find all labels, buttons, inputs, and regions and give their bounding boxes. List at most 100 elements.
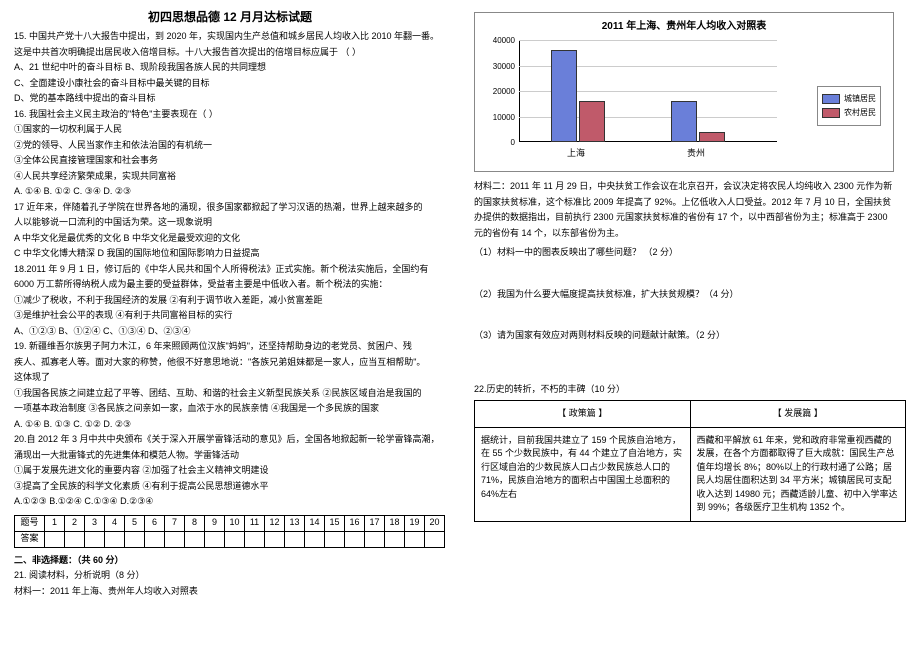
q17-cd: C 中华文化博大精深 D 我国的国际地位和国际影响力日益提高: [14, 247, 446, 261]
answer-cell: [125, 531, 145, 547]
answer-col-head: 1: [45, 515, 65, 531]
m2-line1: 材料二：2011 年 11 月 29 日，中央扶贫工作会议在北京召开，会议决定将…: [474, 180, 906, 194]
q18-12: ①减少了税收，不利于我国经济的发展 ②有利于调节收入差距，减小贫富差距: [14, 294, 446, 308]
answer-col-head: 12: [265, 515, 285, 531]
sub-q3: （3）请为国家有效应对两则材料反映的问题献计献策。（2 分）: [474, 329, 906, 343]
answer-cell: [285, 531, 305, 547]
policy-dev-table: 【 政策篇 】 【 发展篇 】 据统计，目前我国共建立了 159 个民族自治地方…: [474, 400, 906, 522]
answer-col-head: 18: [385, 515, 405, 531]
q19-34: 一项基本政治制度 ③各民族之间亲如一家，血浓于水的民族亲情 ④我国是一个多民族的…: [14, 402, 446, 416]
gridline: [519, 40, 777, 41]
legend-label-urban: 城镇居民: [844, 93, 876, 105]
q19c: 这体现了: [14, 371, 446, 385]
legend-row-urban: 城镇居民: [822, 93, 876, 105]
answer-cell: [385, 531, 405, 547]
q19-opt: A. ①④ B. ①③ C. ①② D. ②③: [14, 418, 446, 432]
q21-m1: 材料一：2011 年上海、贵州年人均收入对照表: [14, 585, 446, 599]
answer-cell: [65, 531, 85, 547]
m2-line4: 元的省份有 14 个，以东部省份为主。: [474, 227, 906, 241]
q20-12: ①属于发展先进文化的重要内容 ②加强了社会主义精神文明建设: [14, 464, 446, 478]
answer-col-head: 17: [365, 515, 385, 531]
q20-opt: A.①②③ B.①②④ C.①③④ D.②③④: [14, 495, 446, 509]
section2-head: 二、非选择题：（共 60 分）: [14, 554, 446, 568]
answer-cell: [305, 531, 325, 547]
answer-col-head: 10: [225, 515, 245, 531]
answer-col-head: 14: [305, 515, 325, 531]
answer-cell: [345, 531, 365, 547]
q18a: 18.2011 年 9 月 1 日，修订后的《中华人民共和国个人所得税法》正式实…: [14, 263, 446, 277]
row1-head: 题号: [15, 515, 45, 531]
answer-cell: [45, 531, 65, 547]
answer-cell: [405, 531, 425, 547]
q16-2: ②党的领导、人民当家作主和依法治国的有机统一: [14, 139, 446, 153]
bar: [579, 101, 605, 142]
q19-12: ①我国各民族之间建立起了平等、团结、互助、和谐的社会主义新型民族关系 ②民族区域…: [14, 387, 446, 401]
answer-cell: [265, 531, 285, 547]
sub-q2: （2）我国为什么要大幅度提高扶贫标准，扩大扶贫规模？（4 分）: [474, 288, 906, 302]
bar: [699, 132, 725, 142]
q22-head: 22.历史的转折，不朽的丰碑（10 分）: [474, 383, 906, 397]
q17a: 17 近年来，伴随着孔子学院在世界各地的涌现，很多国家都掀起了学习汉语的热潮，世…: [14, 201, 446, 215]
answer-cell: [165, 531, 185, 547]
q16-opt: A. ①④ B. ①② C. ③④ D. ②③: [14, 185, 446, 199]
q16: 16. 我国社会主义民主政治的"特色"主要表现在（ ）: [14, 108, 446, 122]
sub-q1: （1）材料一中的图表反映出了哪些问题？ （2 分）: [474, 246, 906, 260]
q20b: 涌现出一大批雷锋式的先进集体和模范人物。学雷锋活动: [14, 449, 446, 463]
table-head-policy: 【 政策篇 】: [475, 401, 691, 428]
answer-cell: [105, 531, 125, 547]
answer-col-head: 2: [65, 515, 85, 531]
chart-area: 城镇居民 农村居民 010000200003000040000上海贵州: [481, 40, 887, 160]
answer-col-head: 19: [405, 515, 425, 531]
q18b: 6000 万工薪所得纳税人成为最主要的受益群体，受益者主要是中低收入者。新个税法…: [14, 278, 446, 292]
answer-col-head: 16: [345, 515, 365, 531]
q20a: 20.自 2012 年 3 月中共中央颁布《关于深入开展学雷锋活动的意见》后，全…: [14, 433, 446, 447]
q19a: 19. 新疆维吾尔族男子阿力木江，6 年来照顾两位汉族"妈妈"，还坚持帮助身边的…: [14, 340, 446, 354]
answer-col-head: 3: [85, 515, 105, 531]
legend-swatch-rural: [822, 108, 840, 118]
income-chart: 2011 年上海、贵州年人均收入对照表 城镇居民 农村居民 0 10000 2000…: [474, 12, 894, 172]
xlabel: 上海: [546, 147, 606, 161]
table-cell-policy: 据统计，目前我国共建立了 159 个民族自治地方，在 55 个少数民族中，有 4…: [475, 427, 691, 521]
ytick-label: 0: [481, 137, 515, 149]
answer-col-head: 9: [205, 515, 225, 531]
chart-legend: 城镇居民 农村居民: [817, 86, 881, 126]
answer-col-head: 4: [105, 515, 125, 531]
answer-cell: [325, 531, 345, 547]
q21: 21. 阅读材料，分析说明（8 分）: [14, 569, 446, 583]
answer-col-head: 20: [425, 515, 445, 531]
ytick-label: 30000: [481, 61, 515, 73]
q15-opt-c: C、全面建设小康社会的奋斗目标中最关键的目标: [14, 77, 446, 91]
answer-col-head: 15: [325, 515, 345, 531]
q20-34: ③提高了全民族的科学文化素质 ④有利于提高公民思想道德水平: [14, 480, 446, 494]
ytick-label: 40000: [481, 35, 515, 47]
ytick-label: 20000: [481, 86, 515, 98]
q15-line1: 15. 中国共产党十八大报告中提出，到 2020 年，实现国内生产总值和城乡居民…: [14, 30, 446, 44]
q18-opt: A、①②③ B、①②④ C、①③④ D、②③④: [14, 325, 446, 339]
answer-table: 题号1234567891011121314151617181920 答案: [14, 515, 445, 548]
exam-title: 初四思想品德 12 月月达标试题: [14, 8, 446, 26]
legend-label-rural: 农村居民: [844, 107, 876, 119]
answer-col-head: 7: [165, 515, 185, 531]
m2-line3: 办提供的数据指出，目前执行 2300 元国家扶贫标准的省份有 17 个，以中西部…: [474, 211, 906, 225]
table-head-dev: 【 发展篇 】: [690, 401, 906, 428]
chart-title: 2011 年上海、贵州年人均收入对照表: [481, 19, 887, 34]
answer-col-head: 5: [125, 515, 145, 531]
answer-col-head: 6: [145, 515, 165, 531]
m2-line2: 的国家扶贫标准，这个标准比 2009 年提高了 92%。上亿低收入人口受益。20…: [474, 196, 906, 210]
q19b: 疾人、孤寡老人等。面对大家的称赞，他很不好意思地说："各族兄弟姐妹都是一家人，应…: [14, 356, 446, 370]
answer-cell: [85, 531, 105, 547]
q17b: 人以能够说一口流利的中国话为荣。这一现象说明: [14, 216, 446, 230]
answer-cell: [145, 531, 165, 547]
answer-cell: [185, 531, 205, 547]
ytick-label: 10000: [481, 112, 515, 124]
answer-cell: [245, 531, 265, 547]
legend-row-rural: 农村居民: [822, 107, 876, 119]
answer-cell: [365, 531, 385, 547]
row2-head: 答案: [15, 531, 45, 547]
bar: [551, 50, 577, 142]
q17-ab: A 中华文化是最优秀的文化 B 中华文化是最受欢迎的文化: [14, 232, 446, 246]
answer-col-head: 11: [245, 515, 265, 531]
q16-1: ①国家的一切权利属于人民: [14, 123, 446, 137]
q16-3: ③全体公民直接管理国家和社会事务: [14, 154, 446, 168]
q15-opt-d: D、党的基本路线中提出的奋斗目标: [14, 92, 446, 106]
